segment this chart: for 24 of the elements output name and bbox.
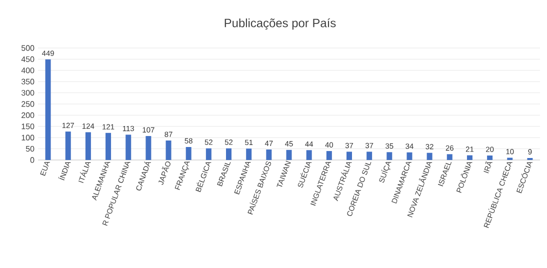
bar [65, 132, 71, 160]
bar [206, 148, 212, 160]
bar [286, 150, 292, 160]
bar [226, 148, 232, 160]
bar [266, 149, 272, 160]
bar [85, 132, 91, 160]
bar [326, 151, 332, 160]
bar [446, 154, 452, 160]
bar [126, 134, 132, 160]
bar [186, 147, 192, 160]
bar [106, 132, 112, 160]
bar [45, 59, 51, 160]
chart-title: Publicações por País [224, 18, 336, 30]
bar [366, 152, 372, 160]
bar [346, 152, 352, 160]
bar [166, 140, 172, 160]
bar [386, 152, 392, 160]
bar [146, 136, 152, 160]
bar [406, 152, 412, 160]
bar [246, 148, 252, 160]
bar [306, 150, 312, 160]
bar [466, 155, 472, 160]
bar [426, 152, 432, 160]
bar [487, 156, 493, 160]
